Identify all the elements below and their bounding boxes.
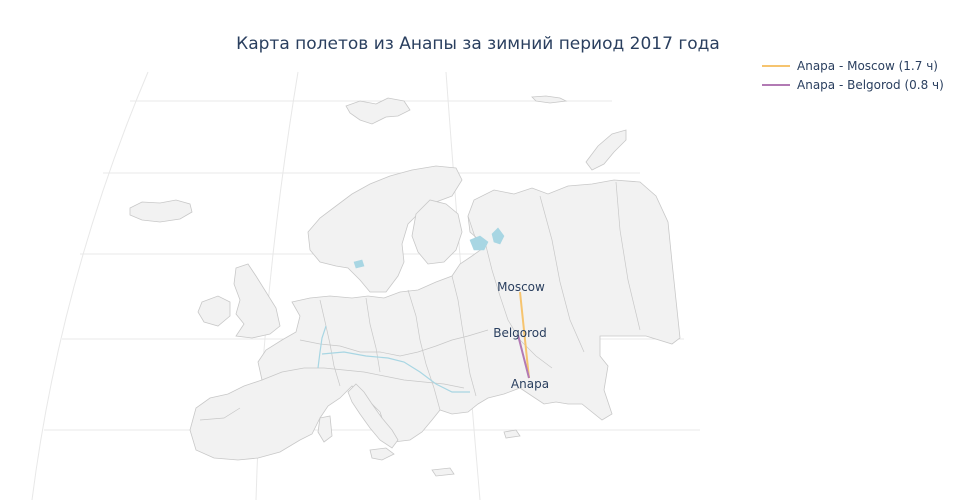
lake-vanern-shape xyxy=(353,259,365,269)
water xyxy=(353,227,505,269)
ireland-shape xyxy=(197,295,231,327)
city-label-moscow: Moscow xyxy=(497,280,545,294)
map-title: Карта полетов из Анапы за зимний период … xyxy=(0,34,954,54)
novaya-zemlya-shape xyxy=(585,129,627,171)
britain-shape xyxy=(233,263,281,339)
land xyxy=(129,95,681,477)
cyprus-shape xyxy=(503,429,521,439)
italy-shape xyxy=(347,383,399,449)
graticule-line xyxy=(31,71,149,500)
route-anapa-belgorod[interactable] xyxy=(517,334,530,379)
iceland-shape xyxy=(129,199,193,223)
city-labels: Moscow Belgorod Anapa xyxy=(493,280,549,391)
sicily-shape xyxy=(369,447,395,461)
finland-shape xyxy=(411,199,463,265)
lake-ladoga-shape xyxy=(469,235,489,251)
route-anapa-moscow[interactable] xyxy=(519,291,530,379)
legend-item-belgorod[interactable]: Anapa - Belgorod (0.8 ч) xyxy=(762,75,944,94)
map-title-text: Карта полетов из Анапы за зимний период … xyxy=(236,34,720,54)
sardinia-shape xyxy=(317,415,333,443)
svalbard-shape xyxy=(345,97,411,125)
legend-label-moscow: Anapa - Moscow (1.7 ч) xyxy=(797,58,938,73)
city-label-belgorod: Belgorod xyxy=(493,326,547,340)
flight-routes[interactable] xyxy=(517,291,530,379)
legend-swatch-moscow xyxy=(762,64,790,67)
legend-swatch-belgorod xyxy=(762,83,790,86)
crete-shape xyxy=(431,467,455,477)
rivers xyxy=(317,325,470,393)
continent-shape xyxy=(189,179,681,461)
city-label-anapa: Anapa xyxy=(511,377,549,391)
franz-josef-shape xyxy=(531,95,568,104)
country-borders xyxy=(199,181,641,421)
legend-item-moscow[interactable]: Anapa - Moscow (1.7 ч) xyxy=(762,56,944,75)
legend: Anapa - Moscow (1.7 ч) Anapa - Belgorod … xyxy=(762,56,944,94)
rhine-river xyxy=(317,325,327,369)
danube-river xyxy=(321,351,470,393)
lake-onega-shape xyxy=(491,227,505,245)
legend-label-belgorod: Anapa - Belgorod (0.8 ч) xyxy=(797,77,944,92)
